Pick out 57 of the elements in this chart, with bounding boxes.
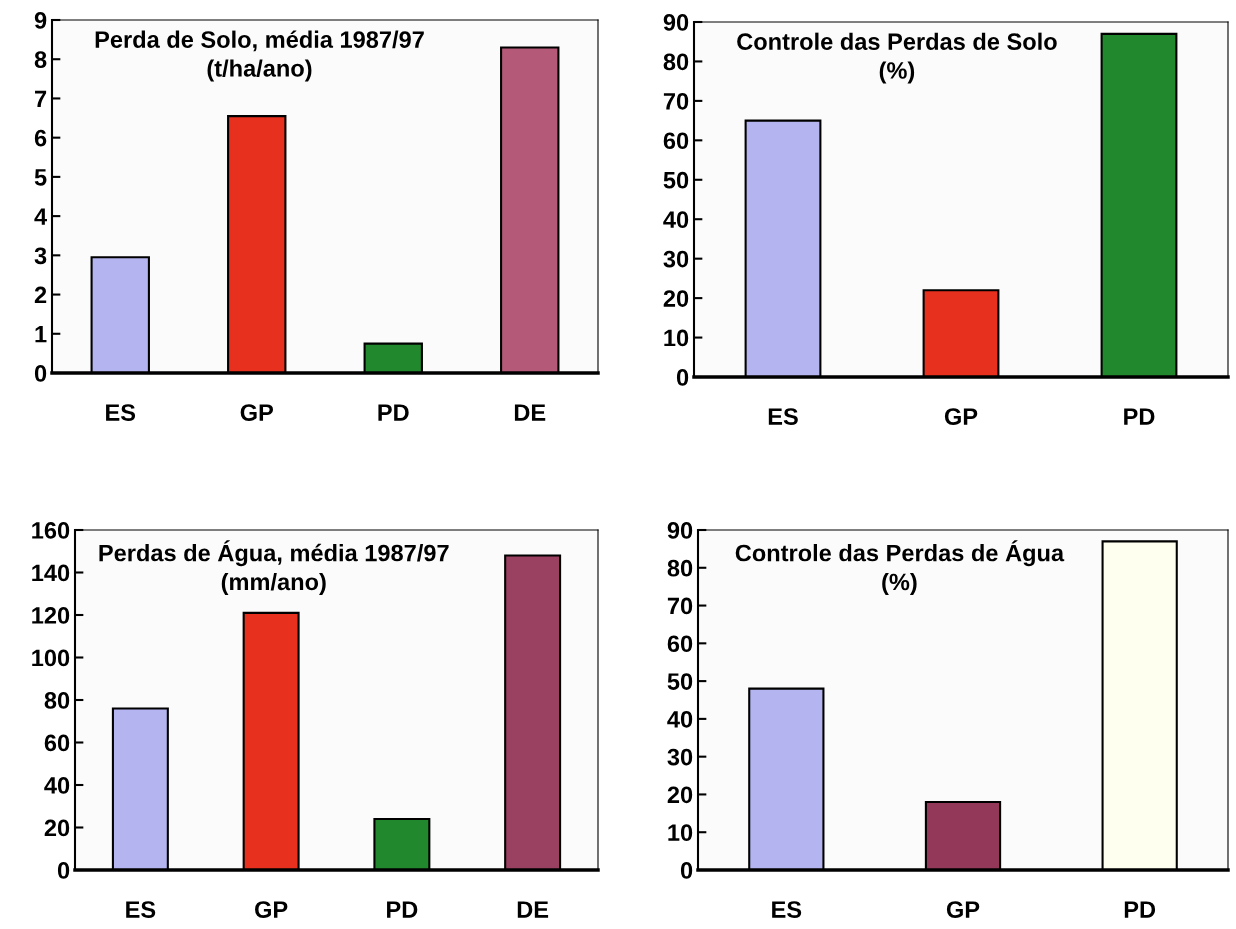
y-tick-label: 0 xyxy=(34,365,47,382)
y-tick-label: 90 xyxy=(667,522,693,539)
x-tick-label: ES xyxy=(772,901,802,918)
y-tick-label: 120 xyxy=(32,607,70,624)
y-tick-label: 0 xyxy=(676,369,689,386)
y-tick-label: 40 xyxy=(663,211,689,229)
x-tick-label: PD xyxy=(1124,408,1155,425)
y-tick-label: 80 xyxy=(663,53,689,71)
y-tick-label: 20 xyxy=(663,290,689,307)
y-tick-label: 9 xyxy=(34,12,47,29)
y-tick-label: 30 xyxy=(667,748,693,766)
y-tick-label: 5 xyxy=(34,169,47,186)
x-tick-label: PD xyxy=(387,901,418,918)
y-tick-label: 60 xyxy=(44,734,70,752)
x-tick-label: DE xyxy=(514,404,546,421)
x-tick-label: GP xyxy=(255,901,288,918)
y-tick-label: 140 xyxy=(32,564,70,582)
y-tick-label: 20 xyxy=(667,786,693,804)
y-tick-label: 40 xyxy=(667,710,693,728)
y-tick-label: 0 xyxy=(680,862,693,879)
text: Perdas de Água, média 1987/97 (mm/ano) xyxy=(99,540,449,595)
y-tick-label: 80 xyxy=(667,559,693,577)
y-tick-label: 0 xyxy=(57,862,70,879)
y-tick-label: 90 xyxy=(663,14,689,31)
y-tick-label: 1 xyxy=(35,326,47,343)
y-tick-label: 30 xyxy=(663,250,689,268)
y-tick-label: 60 xyxy=(667,635,693,653)
y-tick-label: 3 xyxy=(34,247,47,265)
y-tick-label: 100 xyxy=(32,649,70,667)
y-tick-label: 50 xyxy=(663,171,689,189)
x-tick-label: GP xyxy=(946,901,980,918)
text: Perda de Solo, média 1987/97 (t/ha/ano) xyxy=(95,30,424,82)
y-tick-label: 40 xyxy=(44,777,70,794)
x-tick-label: ES xyxy=(106,404,136,421)
x-tick-label: DE xyxy=(517,901,549,918)
y-tick-label: 10 xyxy=(668,824,693,842)
x-tick-label: ES xyxy=(126,901,156,918)
y-tick-label: 80 xyxy=(44,692,70,709)
y-tick-label: 50 xyxy=(667,673,693,690)
y-tick-label: 8 xyxy=(34,51,47,69)
y-tick-label: 4 xyxy=(34,208,48,225)
x-tick-label: PD xyxy=(1124,901,1156,918)
y-tick-label: 70 xyxy=(663,92,689,110)
x-tick-label: GP xyxy=(944,408,978,425)
y-tick-label: 70 xyxy=(667,597,693,615)
x-tick-label: GP xyxy=(240,404,273,421)
y-tick-label: 20 xyxy=(44,819,70,837)
text: Controle das Perdas de Solo (%) xyxy=(737,32,1057,84)
y-tick-label: 160 xyxy=(32,522,70,539)
y-tick-label: 60 xyxy=(663,132,689,150)
y-tick-label: 7 xyxy=(35,90,47,107)
y-tick-label: 6 xyxy=(34,129,47,147)
x-tick-label: PD xyxy=(378,404,409,421)
y-tick-label: 10 xyxy=(664,329,689,347)
text: Controle das Perdas de Água (%) xyxy=(735,540,1065,595)
x-tick-label: ES xyxy=(768,408,798,425)
y-tick-label: 2 xyxy=(34,286,47,304)
